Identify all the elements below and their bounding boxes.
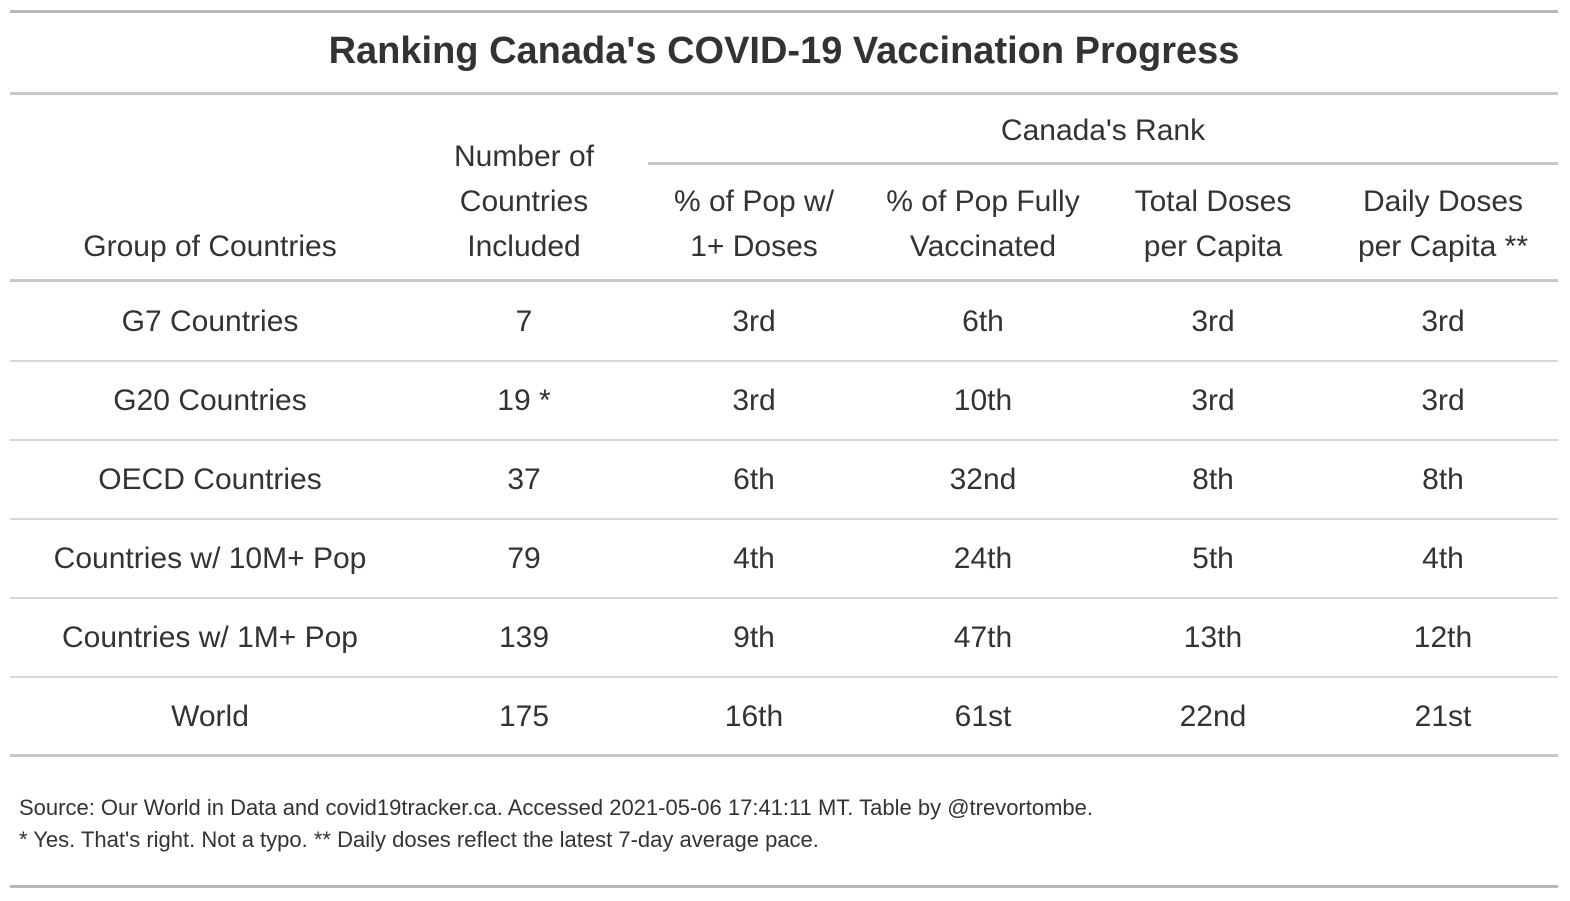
table-cell-fully: 24th bbox=[953, 542, 1013, 575]
title-rule bbox=[10, 92, 1558, 95]
table-cell-one_dose: 3rd bbox=[732, 305, 776, 338]
column-header-count: Number of Countries Included bbox=[410, 134, 638, 269]
table-cell-n: 79 bbox=[507, 542, 541, 575]
spanner-rule bbox=[648, 162, 1558, 165]
table-title: Ranking Canada's COVID-19 Vaccination Pr… bbox=[328, 30, 1240, 72]
column-header-line: Total Doses bbox=[1134, 185, 1292, 218]
table-cell-daily: 21st bbox=[1414, 700, 1472, 733]
column-header-line: Included bbox=[467, 230, 581, 263]
table-row: G7 Countries 7 3rd 6th 3rd 3rd bbox=[10, 282, 1558, 361]
column-header-line: % of Pop Fully bbox=[886, 185, 1080, 218]
footnote: * Yes. That's right. Not a typo. ** Dail… bbox=[19, 827, 819, 852]
table-cell-total: 22nd bbox=[1179, 700, 1247, 733]
table-row: World 175 16th 61st 22nd 21st bbox=[10, 677, 1558, 756]
column-header-line: Countries bbox=[459, 185, 589, 218]
column-header-line: Number of bbox=[453, 140, 595, 173]
column-header-line: Daily Doses bbox=[1362, 185, 1524, 218]
table-cell-fully: 61st bbox=[954, 700, 1012, 733]
table-cell-total: 5th bbox=[1192, 542, 1234, 575]
row-divider bbox=[10, 360, 1558, 362]
row-divider bbox=[10, 597, 1558, 599]
table-cell-one_dose: 16th bbox=[724, 700, 784, 733]
column-header-group: Group of Countries bbox=[10, 224, 410, 269]
spanner-label: Canada's Rank bbox=[1000, 114, 1206, 147]
table-row: G20 Countries 19 * 3rd 10th 3rd 3rd bbox=[10, 361, 1558, 440]
table-cell-one_dose: 3rd bbox=[732, 384, 776, 417]
row-divider bbox=[10, 518, 1558, 520]
table-row: OECD Countries 37 6th 32nd 8th 8th bbox=[10, 440, 1558, 519]
top-rule bbox=[10, 10, 1558, 13]
table-cell-n: 37 bbox=[507, 463, 541, 496]
table-cell-group: Countries w/ 1M+ Pop bbox=[62, 621, 358, 654]
table-cell-daily: 4th bbox=[1422, 542, 1464, 575]
table-cell-total: 8th bbox=[1192, 463, 1234, 496]
table-cell-n: 139 bbox=[498, 621, 550, 654]
table-cell-one_dose: 9th bbox=[733, 621, 775, 654]
table-cell-total: 13th bbox=[1183, 621, 1243, 654]
column-header-line: Group of Countries bbox=[83, 230, 337, 263]
table-cell-fully: 10th bbox=[953, 384, 1013, 417]
column-header-fully: % of Pop Fully Vaccinated bbox=[868, 179, 1098, 269]
table-cell-group: Countries w/ 10M+ Pop bbox=[53, 542, 367, 575]
source-note: Source: Our World in Data and covid19tra… bbox=[19, 795, 1094, 820]
column-header-line: per Capita bbox=[1143, 230, 1283, 263]
table-cell-group: World bbox=[171, 700, 249, 733]
table-cell-group: G20 Countries bbox=[113, 384, 307, 417]
column-header-line: 1+ Doses bbox=[690, 230, 818, 263]
table-cell-n: 19 * bbox=[497, 384, 551, 417]
header-rule bbox=[10, 279, 1558, 282]
table-cell-daily: 3rd bbox=[1421, 384, 1465, 417]
row-divider bbox=[10, 439, 1558, 441]
row-divider bbox=[10, 676, 1558, 678]
table-cell-daily: 12th bbox=[1413, 621, 1473, 654]
table-row: Countries w/ 1M+ Pop 139 9th 47th 13th 12th bbox=[10, 598, 1558, 677]
table-cell-group: OECD Countries bbox=[98, 463, 322, 496]
table-cell-n: 175 bbox=[498, 700, 550, 733]
table-cell-daily: 8th bbox=[1422, 463, 1464, 496]
table-cell-fully: 32nd bbox=[949, 463, 1017, 496]
column-header-line: per Capita ** bbox=[1357, 230, 1529, 263]
table-cell-total: 3rd bbox=[1191, 305, 1235, 338]
column-header-total: Total Doses per Capita bbox=[1098, 179, 1328, 269]
table-bottom-rule bbox=[10, 754, 1558, 757]
bottom-rule bbox=[10, 885, 1558, 888]
table-cell-one_dose: 4th bbox=[733, 542, 775, 575]
table-cell-total: 3rd bbox=[1191, 384, 1235, 417]
table-cell-n: 7 bbox=[515, 305, 533, 338]
column-header-daily: Daily Doses per Capita ** bbox=[1328, 179, 1558, 269]
table-cell-group: G7 Countries bbox=[121, 305, 299, 338]
column-header-one-dose: % of Pop w/ 1+ Doses bbox=[643, 179, 865, 269]
table-cell-daily: 3rd bbox=[1421, 305, 1465, 338]
column-header-line: Vaccinated bbox=[909, 230, 1057, 263]
table-cell-fully: 47th bbox=[953, 621, 1013, 654]
table-cell-fully: 6th bbox=[962, 305, 1004, 338]
table-cell-one_dose: 6th bbox=[733, 463, 775, 496]
column-header-line: % of Pop w/ bbox=[673, 185, 835, 218]
table-row: Countries w/ 10M+ Pop 79 4th 24th 5th 4th bbox=[10, 519, 1558, 598]
